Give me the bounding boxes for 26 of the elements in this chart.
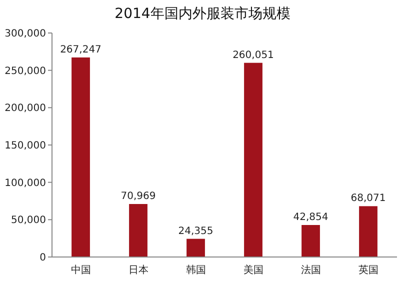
data-label: 68,071 xyxy=(350,193,386,204)
data-label: 267,247 xyxy=(60,44,102,56)
data-label: 42,854 xyxy=(293,212,328,223)
bar xyxy=(359,206,378,257)
y-tick-label: 0 xyxy=(40,252,46,264)
x-tick-label: 美国 xyxy=(243,264,264,276)
y-tick-label: 50,000 xyxy=(11,215,46,226)
x-tick-label: 日本 xyxy=(128,264,148,276)
bar xyxy=(244,62,262,257)
y-tick-label: 250,000 xyxy=(4,66,46,77)
bar xyxy=(129,204,148,257)
data-label: 24,355 xyxy=(178,226,214,237)
bar xyxy=(186,238,205,257)
data-label: 70,969 xyxy=(120,191,156,202)
x-tick-label: 韩国 xyxy=(186,264,206,276)
y-tick-label: 300,000 xyxy=(4,28,46,40)
data-label: 260,051 xyxy=(232,50,274,61)
y-tick-label: 200,000 xyxy=(4,103,46,114)
x-tick-label: 法国 xyxy=(300,264,321,276)
y-tick-label: 100,000 xyxy=(4,178,46,189)
bar xyxy=(302,225,320,257)
chart-title: 2014年国内外服装市场规模 xyxy=(114,6,290,22)
bar xyxy=(72,57,90,257)
x-tick-label: 英国 xyxy=(358,264,378,276)
x-tick-label: 中国 xyxy=(70,264,91,276)
y-tick-label: 150,000 xyxy=(4,140,46,152)
